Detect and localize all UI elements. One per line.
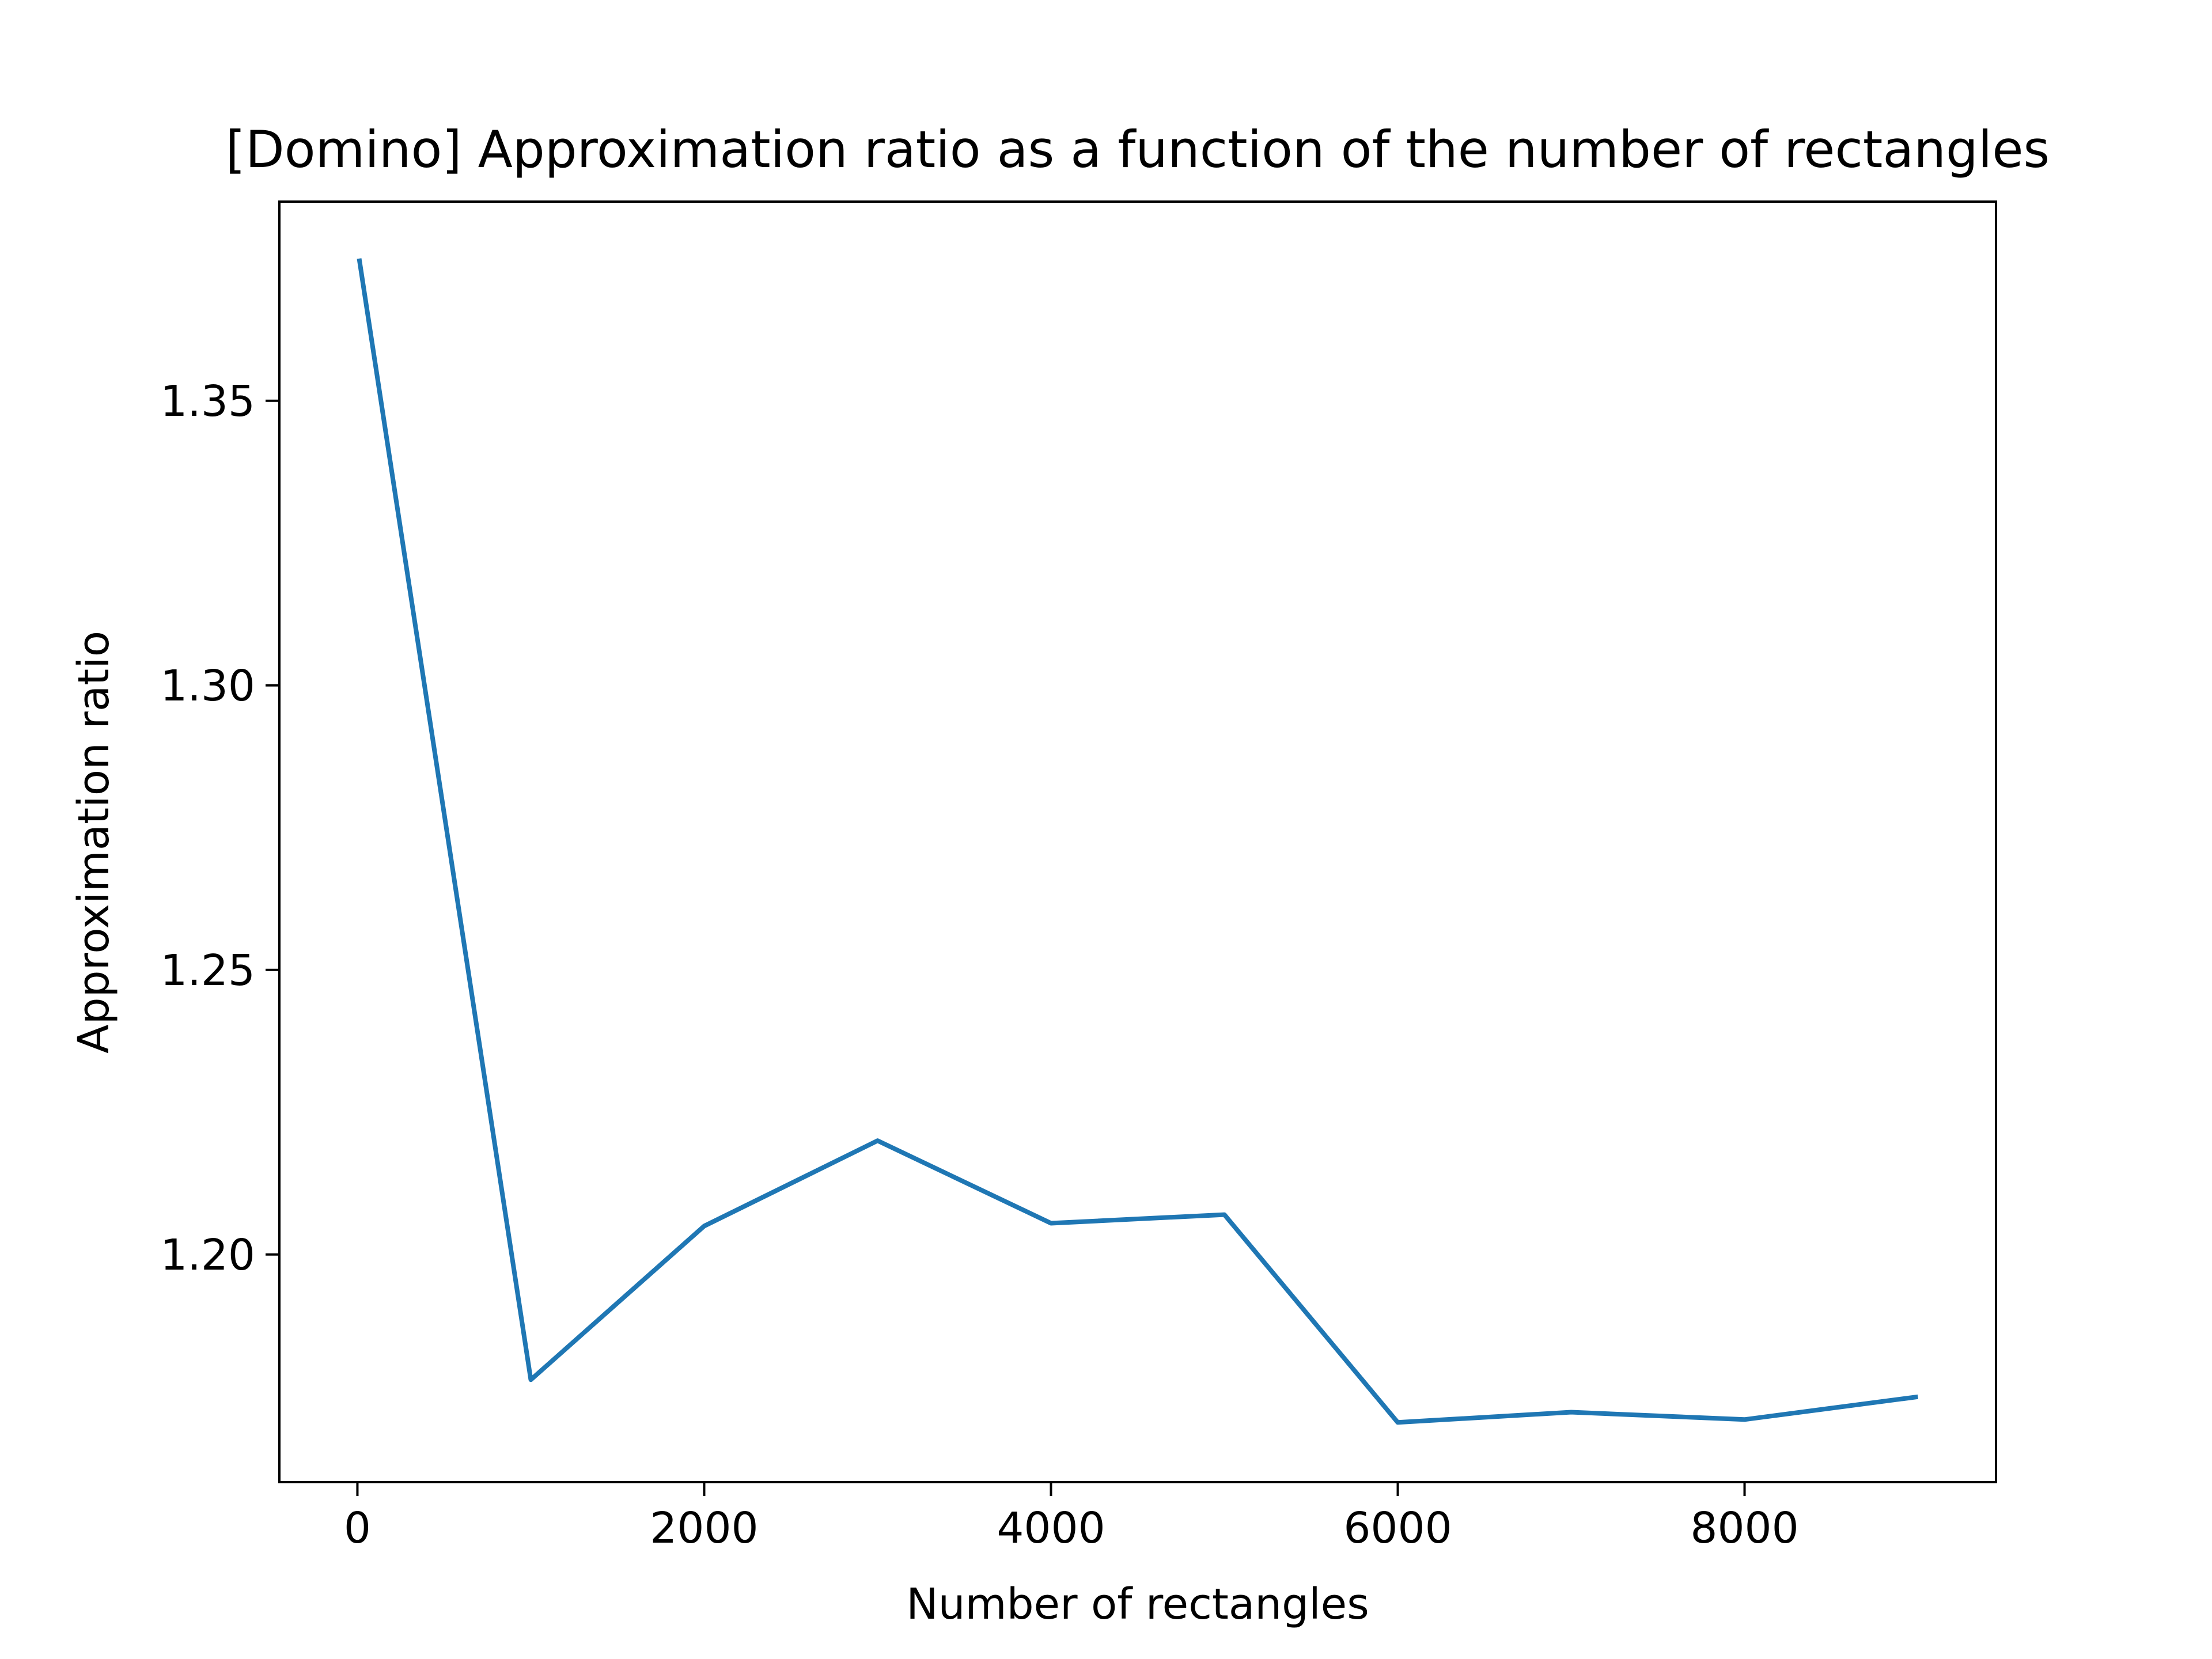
chart-title: [Domino] Approximation ratio as a functi… bbox=[226, 120, 2050, 179]
plot-area: 0 2000 4000 6000 8000 1.20 1.25 1.30 1.35 bbox=[160, 200, 1997, 1553]
series-line bbox=[357, 258, 1919, 1425]
x-tick-label: 0 bbox=[344, 1503, 371, 1553]
y-tick-label: 1.25 bbox=[160, 946, 255, 995]
x-tick-label: 8000 bbox=[1690, 1503, 1798, 1553]
x-tick-label: 2000 bbox=[650, 1503, 758, 1553]
y-tick-label: 1.30 bbox=[160, 661, 255, 711]
x-tick-label: 6000 bbox=[1343, 1503, 1452, 1553]
y-axis-label: Approximation ratio bbox=[69, 631, 119, 1054]
axes-frame bbox=[278, 200, 1997, 1483]
x-tick-label: 4000 bbox=[997, 1503, 1105, 1553]
y-tick-label: 1.35 bbox=[160, 377, 255, 426]
y-tick-label: 1.20 bbox=[160, 1230, 255, 1280]
x-axis-label: Number of rectangles bbox=[906, 1580, 1369, 1629]
